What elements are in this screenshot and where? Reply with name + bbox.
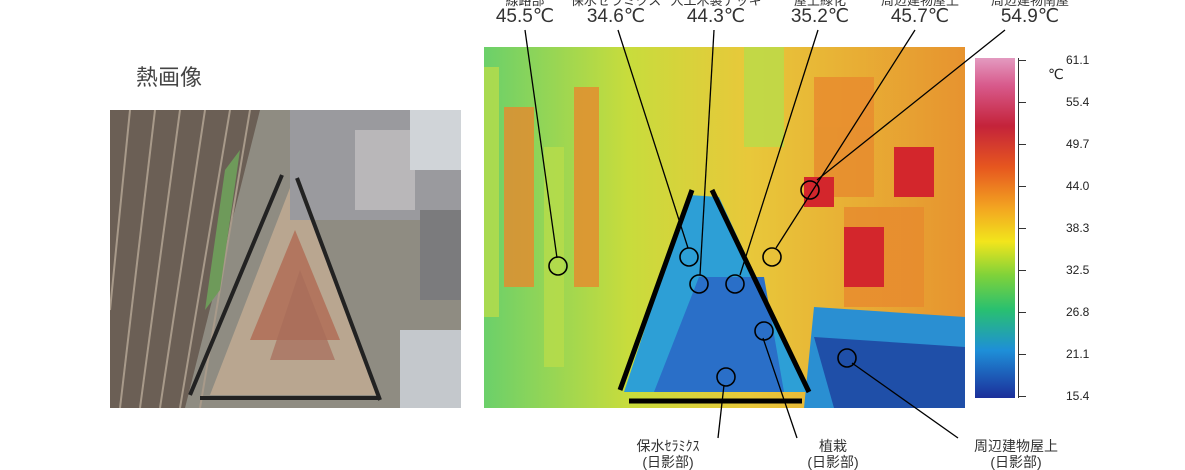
scale-tick: 15.4 [1066, 389, 1090, 403]
label-nearby-roof-name: 周辺建物屋上 [880, 0, 959, 8]
scale-tick: 44.0 [1066, 179, 1090, 193]
scale-tick: 61.1 [1066, 53, 1090, 67]
label-ceramics-value: 34.6℃ [586, 6, 646, 27]
colorbar-tick-mark [1018, 144, 1026, 145]
label-ceramics: 保水セラミクス 34.6℃ [570, 0, 662, 27]
aerial-photo [110, 110, 461, 408]
label-ceramics-shade-line1: 保水ｾﾗﾐｸｽ [636, 438, 700, 454]
label-ceramics-name: 保水セラミクス [570, 0, 662, 8]
label-track-name: 線路部 [505, 0, 545, 8]
label-roof-shade: 周辺建物屋上 (日影部) [955, 438, 1077, 470]
label-roof-green: 屋上緑化 35.2℃ [770, 0, 870, 27]
label-roof-shade-line1: 周辺建物屋上 [974, 438, 1058, 454]
label-nearby-south-name: 周辺建物南屋 [990, 0, 1069, 8]
label-planting-shade-line1: 植栽 [819, 438, 847, 454]
panel-title: 熱画像 [136, 65, 203, 90]
label-roof-green-name: 屋上緑化 [793, 0, 846, 8]
label-track: 線路部 45.5℃ [480, 0, 570, 27]
scale-tick: 49.7 [1066, 137, 1090, 151]
thermal-image [484, 47, 965, 408]
colorbar-tick-mark [1018, 102, 1026, 103]
scale-tick: 55.4 [1066, 95, 1090, 109]
label-deck: 人工木製デッキ 44.3℃ [664, 0, 768, 27]
colorbar-tick-mark [1018, 270, 1026, 271]
scale-tick: 21.1 [1066, 347, 1090, 361]
colorbar-tick-mark [1018, 354, 1026, 355]
label-track-value: 45.5℃ [495, 6, 555, 27]
colorbar-tick-mark [1018, 228, 1026, 229]
colorbar-tick-mark [1018, 312, 1026, 313]
colorbar-tick-mark [1018, 186, 1026, 187]
scale-tick: 26.8 [1066, 305, 1090, 319]
temperature-colorbar [975, 58, 1015, 398]
label-deck-value: 44.3℃ [686, 6, 746, 27]
scale-tick: 32.5 [1066, 263, 1090, 277]
label-ceramics-shade: 保水ｾﾗﾐｸｽ (日影部) [618, 438, 718, 470]
label-planting-shade-line2: (日影部) [807, 454, 859, 470]
label-deck-name: 人工木製デッキ [670, 0, 762, 8]
label-nearby-roof: 周辺建物屋上 45.7℃ [868, 0, 972, 27]
label-planting-shade: 植栽 (日影部) [790, 438, 876, 470]
label-nearby-roof-value: 45.7℃ [890, 6, 950, 27]
label-ceramics-shade-line2: (日影部) [642, 454, 694, 470]
colorbar-tick-mark [1018, 60, 1026, 61]
scale-tick: 38.3 [1066, 221, 1090, 235]
label-roof-green-value: 35.2℃ [790, 6, 850, 27]
label-nearby-south: 周辺建物南屋 54.9℃ [978, 0, 1082, 27]
label-nearby-south-value: 54.9℃ [1000, 6, 1060, 27]
label-roof-shade-line2: (日影部) [990, 454, 1042, 470]
colorbar-tick-mark [1018, 396, 1026, 397]
scale-unit: ℃ [1048, 66, 1064, 82]
